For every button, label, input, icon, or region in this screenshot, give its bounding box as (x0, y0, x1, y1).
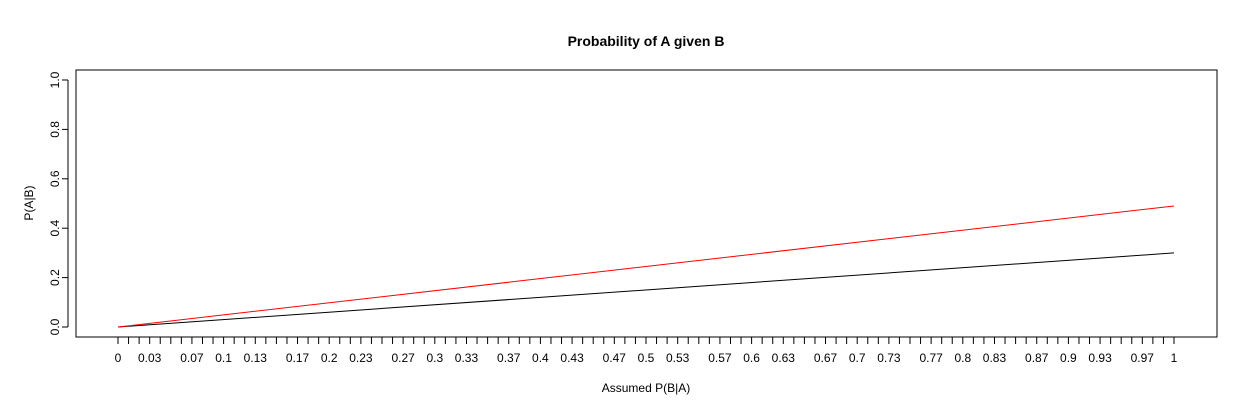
plot-frame (75, 69, 1218, 338)
x-tick-label: 0.23 (349, 351, 373, 365)
x-tick-label: 0.1 (215, 351, 232, 365)
chart-title: Probability of A given B (568, 33, 725, 49)
x-tick-label: 0.6 (743, 351, 760, 365)
x-axis: 0 0.03 0.07 0.1 0.13 0.17 0.2 0.23 0.27 0.3 0.33 0.… (115, 336, 1178, 365)
y-tick-label: 0.6 (48, 170, 62, 187)
x-tick-label: 0.4 (532, 351, 549, 365)
x-tick-label: 0.9 (1060, 351, 1077, 365)
x-tick-label: 0.2 (321, 351, 338, 365)
x-tick-label: 0.43 (560, 351, 584, 365)
y-tick-label: 0.0 (48, 318, 62, 335)
x-tick-label: 0.73 (877, 351, 901, 365)
x-tick-label: 1 (1171, 351, 1178, 365)
series-layer (117, 205, 1175, 328)
y-axis: 0.0 0.2 0.4 0.6 0.8 1.0 (48, 71, 69, 335)
x-tick-label: 0.13 (244, 351, 268, 365)
x-tick-label: 0 (115, 351, 122, 365)
x-tick-label: 0.53 (666, 351, 690, 365)
x-tick-label: 0.03 (138, 351, 162, 365)
x-tick-label: 0.47 (603, 351, 627, 365)
x-tick-label: 0.63 (772, 351, 796, 365)
x-tick-label: 0.27 (391, 351, 415, 365)
series-line-2 (117, 205, 1175, 328)
series-line-1 (117, 252, 1175, 328)
y-tick-label: 0.2 (48, 269, 62, 286)
x-tick-label: 0.77 (919, 351, 943, 365)
x-tick-label: 0.37 (497, 351, 521, 365)
x-tick-label: 0.7 (849, 351, 866, 365)
y-tick-label: 1.0 (48, 71, 62, 88)
x-tick-label: 0.67 (814, 351, 838, 365)
x-tick-label: 0.07 (180, 351, 204, 365)
x-tick-label: 0.8 (954, 351, 971, 365)
x-tick-label: 0.97 (1131, 351, 1155, 365)
x-tick-label: 0.33 (455, 351, 479, 365)
x-tick-label: 0.17 (286, 351, 310, 365)
y-tick-label: 0.4 (48, 220, 62, 237)
x-tick-label: 0.3 (426, 351, 443, 365)
y-tick-label: 0.8 (48, 121, 62, 138)
x-tick-label: 0.93 (1088, 351, 1112, 365)
x-axis-label: Assumed P(B|A) (602, 381, 690, 395)
x-tick-label: 0.83 (983, 351, 1007, 365)
y-axis-label: P(A|B) (22, 185, 36, 220)
x-tick-label: 0.57 (708, 351, 732, 365)
x-tick-label: 0.87 (1025, 351, 1049, 365)
x-tick-label: 0.5 (638, 351, 655, 365)
